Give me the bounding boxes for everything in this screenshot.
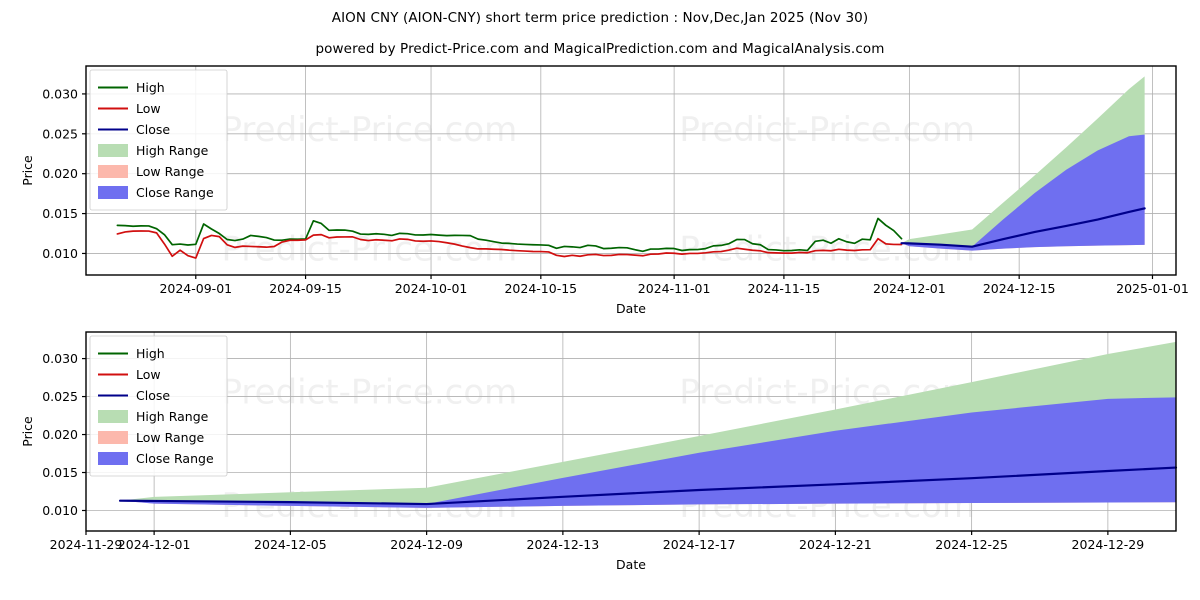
y-tick-label: 0.020 <box>42 427 78 442</box>
x-tick-label: 2024-12-01 <box>873 281 946 296</box>
forecast-chart-svg: Predict-Price.com Predict-Price.comPredic… <box>20 331 1178 572</box>
overview-chart-panel: Predict-Price.com Predict-Price.com Predic… <box>0 60 1200 320</box>
x-tick-label: 2024-12-05 <box>254 537 327 552</box>
legend-item-low[interactable]: Low <box>98 367 161 382</box>
x-tick-label: 2024-12-01 <box>118 537 191 552</box>
y-tick-label: 0.020 <box>42 166 78 181</box>
y-tick-label: 0.015 <box>42 206 78 221</box>
watermark-1: Predict-Price.com <box>222 373 518 413</box>
x-axis-label: Date <box>616 557 646 572</box>
y-tick-label: 0.025 <box>42 126 78 141</box>
close-line <box>118 466 1178 506</box>
legend-item-label: Low Range <box>136 430 205 445</box>
legend-item-label: High Range <box>136 409 209 424</box>
x-tick-label: 2024-11-01 <box>638 281 711 296</box>
chart-legend: High Low Close High Range Low Range Close Ran… <box>89 335 228 477</box>
y-axis-label: Price <box>20 155 35 186</box>
page-subtitle: powered by Predict-Price.com and Magical… <box>315 41 885 57</box>
legend-item-label: Low <box>136 367 161 382</box>
legend-item-label: High <box>136 346 165 361</box>
legend-patch-swatch <box>98 165 128 178</box>
y-tick-label: 0.010 <box>42 503 78 518</box>
legend-item-high[interactable]: High <box>98 80 165 95</box>
x-axis-label: Date <box>616 301 646 316</box>
legend-item-label: Low Range <box>136 164 205 179</box>
y-tick-label: 0.030 <box>42 86 78 101</box>
y-tick-label: 0.015 <box>42 465 78 480</box>
legend-item-close[interactable]: Close <box>98 388 170 403</box>
legend-patch-swatch <box>98 452 128 465</box>
x-tick-label: 2025-01-01 <box>1116 281 1189 296</box>
legend-item-low-range[interactable]: Low Range <box>98 164 205 179</box>
x-tick-label: 2024-12-17 <box>663 537 736 552</box>
x-tick-label: 2024-12-21 <box>799 537 872 552</box>
legend-item-label: Low <box>136 101 161 116</box>
x-tick-label: 2024-12-13 <box>527 537 600 552</box>
x-tick-label: 2024-12-09 <box>390 537 463 552</box>
x-tick-label: 2024-09-01 <box>159 281 232 296</box>
plot-frame <box>85 65 1177 276</box>
legend-item-high-range[interactable]: High Range <box>98 143 209 158</box>
legend-patch-swatch <box>98 144 128 157</box>
y-tick-label: 0.025 <box>42 389 78 404</box>
legend-item-close-range[interactable]: Close Range <box>98 185 214 200</box>
x-tick-label: 2024-10-01 <box>395 281 468 296</box>
legend-item-label: High <box>136 80 165 95</box>
legend-item-label: Close Range <box>136 185 214 200</box>
close-line <box>900 207 1146 248</box>
legend-item-low[interactable]: Low <box>98 101 161 116</box>
chart-legend: High Low Close High Range Low Range Close Ran… <box>89 69 228 211</box>
legend-item-label: Close <box>136 122 170 137</box>
x-tick-label: 2024-11-15 <box>748 281 821 296</box>
x-tick-label: 2024-10-15 <box>504 281 577 296</box>
plot-frame <box>85 331 1177 532</box>
legend-item-label: Close <box>136 388 170 403</box>
legend-patch-swatch <box>98 410 128 423</box>
low-line <box>116 230 903 259</box>
y-axis-label: Price <box>20 416 35 447</box>
title-block: AION CNY (AION-CNY) short term price pre… <box>0 0 1200 57</box>
legend-item-close[interactable]: Close <box>98 122 170 137</box>
legend-patch-swatch <box>98 186 128 199</box>
x-tick-label: 2024-12-25 <box>935 537 1008 552</box>
forecast-chart-panel: Predict-Price.com Predict-Price.com Predic… <box>0 326 1200 600</box>
legend-item-close-range[interactable]: Close Range <box>98 451 214 466</box>
watermark-1: Predict-Price.com <box>222 110 518 150</box>
watermark-2: Predict-Price.com <box>679 110 975 150</box>
x-tick-label: 2024-11-29 <box>50 537 123 552</box>
y-tick-label: 0.030 <box>42 351 78 366</box>
legend-item-high[interactable]: High <box>98 346 165 361</box>
legend-item-label: Close Range <box>136 451 214 466</box>
legend-item-high-range[interactable]: High Range <box>98 409 209 424</box>
overview-chart-svg: Predict-Price.com Predict-Price.com Predic… <box>20 65 1189 316</box>
x-tick-label: 2024-12-15 <box>983 281 1056 296</box>
legend-patch-swatch <box>98 431 128 444</box>
x-tick-label: 2024-09-15 <box>269 281 342 296</box>
watermark-lower-1: Predict-Price.com <box>222 229 518 269</box>
high-line <box>116 217 903 253</box>
legend-item-low-range[interactable]: Low Range <box>98 430 205 445</box>
legend-item-label: High Range <box>136 143 209 158</box>
x-tick-label: 2024-12-29 <box>1072 537 1145 552</box>
y-tick-label: 0.010 <box>42 246 78 261</box>
page-title: AION CNY (AION-CNY) short term price pre… <box>331 10 869 26</box>
watermark-lower-2: Predict-Price.com <box>679 229 975 269</box>
